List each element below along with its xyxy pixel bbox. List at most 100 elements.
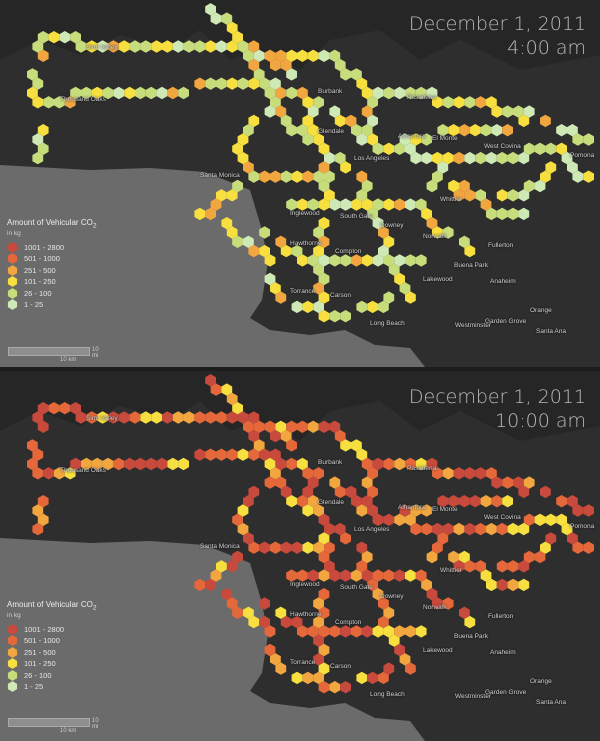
- hex-cell: [367, 301, 378, 313]
- hex-cell: [545, 514, 556, 526]
- city-label: South Gate: [340, 213, 373, 220]
- legend-swatch-icon: [7, 681, 18, 692]
- hex-cell: [405, 254, 416, 266]
- hex-cell: [443, 467, 454, 479]
- hex-cell: [59, 402, 70, 414]
- hex-cell: [259, 226, 270, 238]
- hex-cell: [340, 310, 351, 322]
- legend-swatch-icon: [7, 242, 18, 253]
- city-label: Glendale: [318, 128, 344, 135]
- hex-cell: [486, 523, 497, 535]
- hex-cell: [394, 458, 405, 470]
- hex-cell: [356, 301, 367, 313]
- hex-cell: [491, 495, 502, 507]
- city-label: Fullerton: [488, 242, 513, 249]
- city-label: Orange: [530, 307, 552, 314]
- city-label: Simi Valley: [86, 44, 118, 51]
- hex-cell: [194, 411, 205, 423]
- hex-cell: [302, 542, 313, 554]
- hex-cell: [356, 672, 367, 684]
- map-panel-10am[interactable]: December 1, 2011 10:00 am Simi Valley Tho…: [0, 371, 600, 741]
- city-label: Inglewood: [290, 210, 320, 217]
- hex-cell: [556, 495, 567, 507]
- hex-cell: [421, 152, 432, 164]
- legend-item: 101 - 250: [7, 658, 97, 670]
- hex-cell: [308, 421, 319, 433]
- hex-cell: [583, 504, 594, 516]
- hex-cell: [464, 96, 475, 108]
- hex-cell: [340, 625, 351, 637]
- hex-cell: [497, 523, 508, 535]
- title-date: December 1, 2011: [409, 12, 586, 36]
- hex-cell: [475, 152, 486, 164]
- hex-cell: [459, 495, 470, 507]
- hex-cell: [216, 411, 227, 423]
- city-label: Pasadena: [407, 465, 436, 472]
- scale-label-km: 10 km: [60, 357, 76, 363]
- hex-cell: [302, 672, 313, 684]
- hex-cell: [140, 40, 151, 52]
- city-label: Downey: [380, 222, 403, 229]
- city-label: Westminster: [455, 322, 491, 329]
- hex-cell: [491, 124, 502, 136]
- city-label: Buena Park: [454, 262, 488, 269]
- hex-cell: [319, 421, 330, 433]
- hex-cell: [508, 189, 519, 201]
- hex-cell: [383, 198, 394, 210]
- city-label: Buena Park: [454, 633, 488, 640]
- hex-cell: [173, 40, 184, 52]
- title-time: 10:00 am: [409, 409, 586, 433]
- city-label: Norwalk: [423, 604, 446, 611]
- scale-label-mi: 10 mi: [92, 347, 99, 359]
- hex-cell: [238, 449, 249, 461]
- hex-cell: [502, 105, 513, 117]
- city-label: Orange: [530, 678, 552, 685]
- hex-cell: [130, 40, 141, 52]
- hex-cell: [502, 476, 513, 488]
- legend-swatch-icon: [7, 635, 18, 646]
- hex-cell: [292, 542, 303, 554]
- hex-cell: [475, 96, 486, 108]
- hex-cell: [259, 597, 270, 609]
- legend-item: 1 - 25: [7, 681, 97, 693]
- hex-cell: [308, 198, 319, 210]
- legend-label: 101 - 250: [24, 277, 56, 286]
- hex-cell: [481, 124, 492, 136]
- hex-cell: [194, 40, 205, 52]
- map-panel-4am[interactable]: December 1, 2011 4:00 am Simi Valley Thou…: [0, 0, 600, 367]
- hex-cell: [583, 133, 594, 145]
- hex-cell: [421, 523, 432, 535]
- city-label: Thousand Oaks: [60, 96, 106, 103]
- hex-cell: [383, 87, 394, 99]
- city-label: Thousand Oaks: [60, 467, 106, 474]
- hex-cell: [270, 171, 281, 183]
- hex-cell: [238, 78, 249, 90]
- city-label: Los Angeles: [354, 526, 389, 533]
- hex-cell: [157, 87, 168, 99]
- city-label: Anaheim: [490, 649, 516, 656]
- hex-cell: [292, 672, 303, 684]
- hex-cell: [340, 254, 351, 266]
- hex-cell: [556, 124, 567, 136]
- city-label: Carson: [330, 663, 351, 670]
- hex-cell: [308, 50, 319, 62]
- hex-cell: [394, 87, 405, 99]
- legend-swatch-icon: [7, 299, 18, 310]
- hex-cell: [162, 40, 173, 52]
- hex-cell: [405, 198, 416, 210]
- city-label: Santa Monica: [200, 543, 240, 550]
- city-label: Torrance: [290, 659, 315, 666]
- legend-label: 1001 - 2800: [24, 625, 64, 634]
- hex-cell: [205, 40, 216, 52]
- hex-cell: [297, 421, 308, 433]
- city-label: West Covina: [484, 514, 521, 521]
- hex-cell: [475, 523, 486, 535]
- hex-cell: [194, 78, 205, 90]
- timestamp-title: December 1, 2011 4:00 am: [409, 12, 586, 60]
- hex-cell: [367, 672, 378, 684]
- hex-cell: [351, 254, 362, 266]
- hex-cell: [302, 171, 313, 183]
- hex-cell: [486, 152, 497, 164]
- legend-swatch-icon: [7, 288, 18, 299]
- legend-swatch-icon: [7, 253, 18, 264]
